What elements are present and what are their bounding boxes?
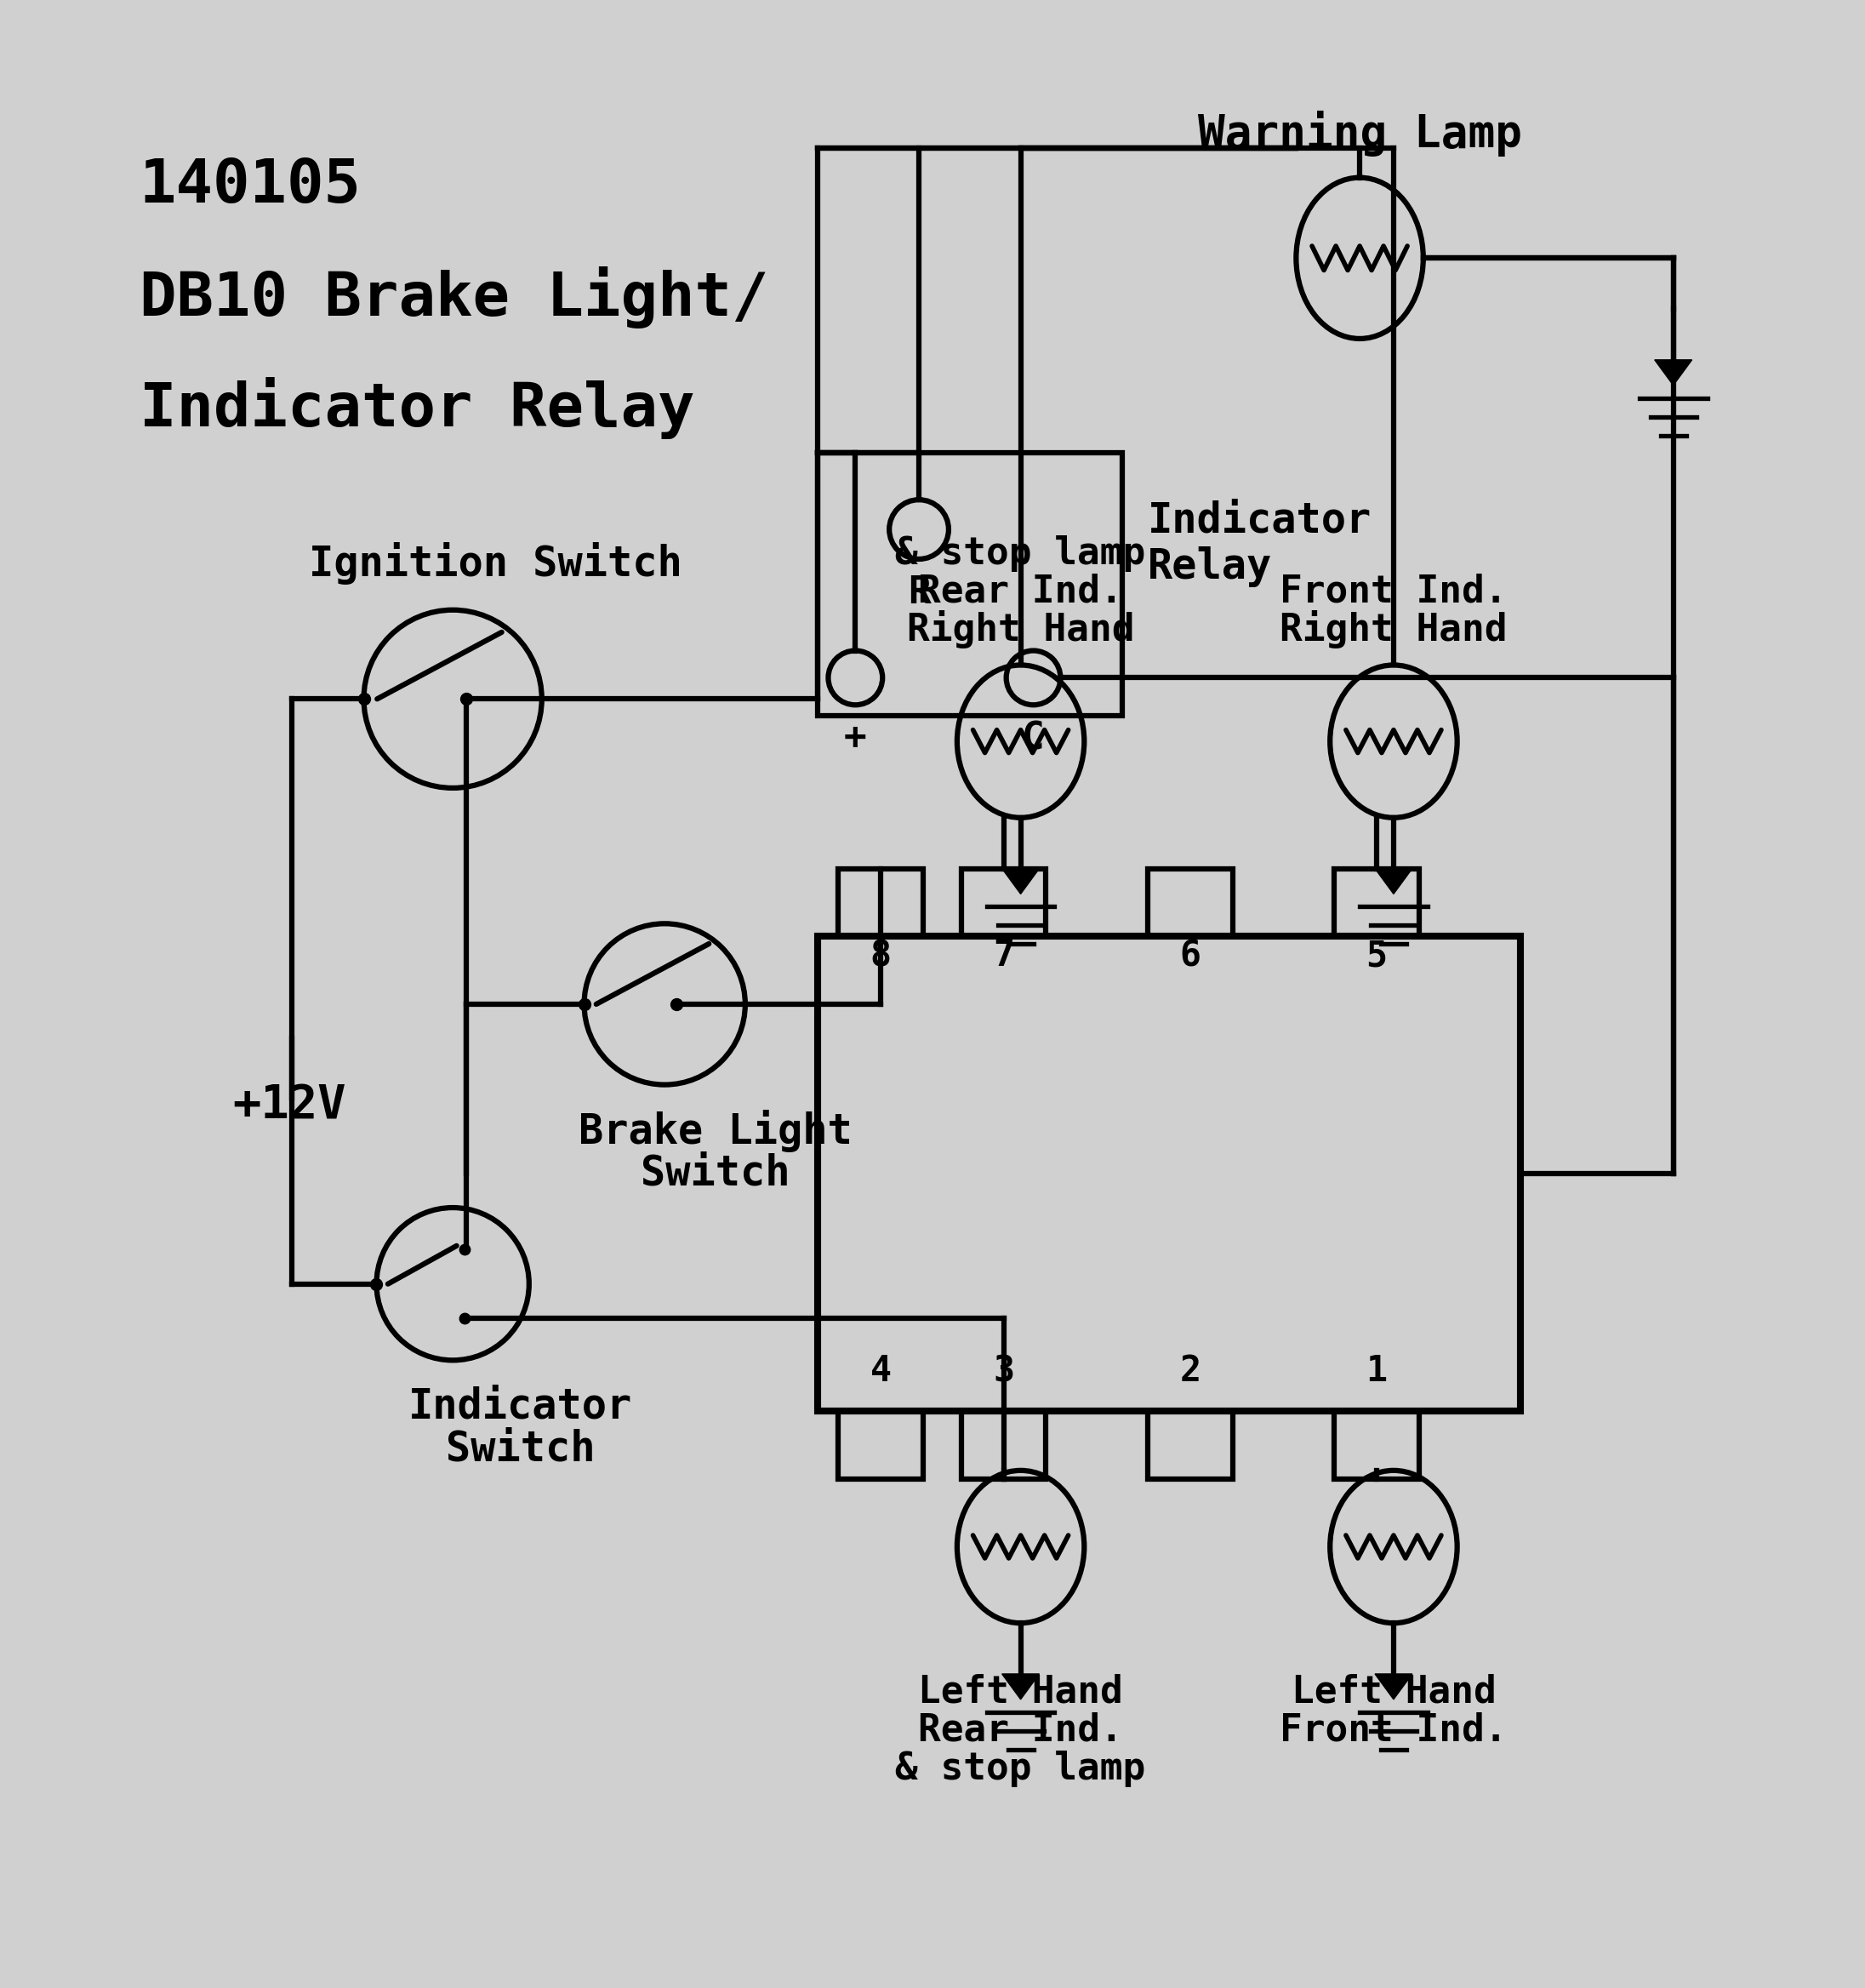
Text: Rear Ind.: Rear Ind. <box>918 573 1123 610</box>
Text: Switch: Switch <box>642 1153 791 1193</box>
Text: Warning Lamp: Warning Lamp <box>1197 111 1522 157</box>
Text: R: R <box>908 575 931 610</box>
Text: Right Hand: Right Hand <box>1279 610 1507 648</box>
Polygon shape <box>1375 869 1412 895</box>
Text: Left Hand: Left Hand <box>918 1674 1123 1710</box>
Polygon shape <box>1654 360 1692 386</box>
Polygon shape <box>1002 869 1039 895</box>
Bar <box>1333 1411 1419 1479</box>
Text: 7: 7 <box>992 938 1015 974</box>
Polygon shape <box>1002 1674 1039 1700</box>
Bar <box>960 1411 1046 1479</box>
Text: 4: 4 <box>871 1354 891 1390</box>
Text: +: + <box>845 720 867 757</box>
Text: & stop lamp: & stop lamp <box>895 1749 1145 1787</box>
Text: Relay: Relay <box>1147 547 1272 586</box>
Text: Front Ind.: Front Ind. <box>1279 1712 1507 1749</box>
Text: Rear Ind.: Rear Ind. <box>918 1712 1123 1749</box>
Text: 5: 5 <box>1365 938 1388 974</box>
Text: Brake Light: Brake Light <box>578 1109 852 1153</box>
Bar <box>817 453 1123 716</box>
Bar <box>1147 869 1233 936</box>
Text: 1: 1 <box>1365 1354 1388 1390</box>
Text: 3: 3 <box>992 1354 1015 1390</box>
Text: & stop lamp: & stop lamp <box>895 535 1145 573</box>
Text: Indicator: Indicator <box>1147 499 1373 541</box>
Text: 140105: 140105 <box>140 157 362 215</box>
Text: Switch: Switch <box>446 1427 595 1469</box>
Text: C: C <box>1022 720 1044 757</box>
Text: +12V: +12V <box>233 1083 347 1129</box>
Text: 8: 8 <box>871 938 891 974</box>
Text: 6: 6 <box>1179 938 1201 974</box>
Text: Indicator: Indicator <box>408 1386 632 1427</box>
Text: Right Hand: Right Hand <box>906 610 1134 648</box>
Text: Left Hand: Left Hand <box>1291 1674 1496 1710</box>
Bar <box>960 869 1046 936</box>
Bar <box>839 1411 923 1479</box>
Polygon shape <box>1375 1674 1412 1700</box>
Bar <box>1333 869 1419 936</box>
Text: Ignition Switch: Ignition Switch <box>308 543 683 584</box>
Bar <box>817 936 1520 1411</box>
Bar <box>839 869 923 936</box>
Text: Front Ind.: Front Ind. <box>1279 573 1507 610</box>
Text: 2: 2 <box>1179 1354 1201 1390</box>
Text: Indicator Relay: Indicator Relay <box>140 378 694 439</box>
Text: DB10 Brake Light/: DB10 Brake Light/ <box>140 266 768 328</box>
Bar <box>1147 1411 1233 1479</box>
